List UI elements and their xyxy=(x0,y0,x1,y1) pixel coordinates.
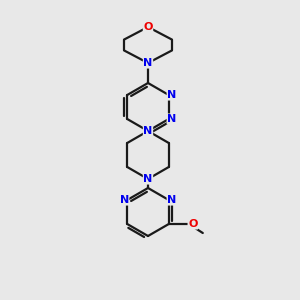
Text: N: N xyxy=(167,195,176,205)
Text: N: N xyxy=(143,58,153,68)
Text: N: N xyxy=(143,126,153,136)
Text: N: N xyxy=(120,195,129,205)
Text: O: O xyxy=(188,219,197,229)
Text: N: N xyxy=(167,90,176,100)
Text: O: O xyxy=(143,22,153,32)
Text: N: N xyxy=(143,174,153,184)
Text: N: N xyxy=(167,114,176,124)
